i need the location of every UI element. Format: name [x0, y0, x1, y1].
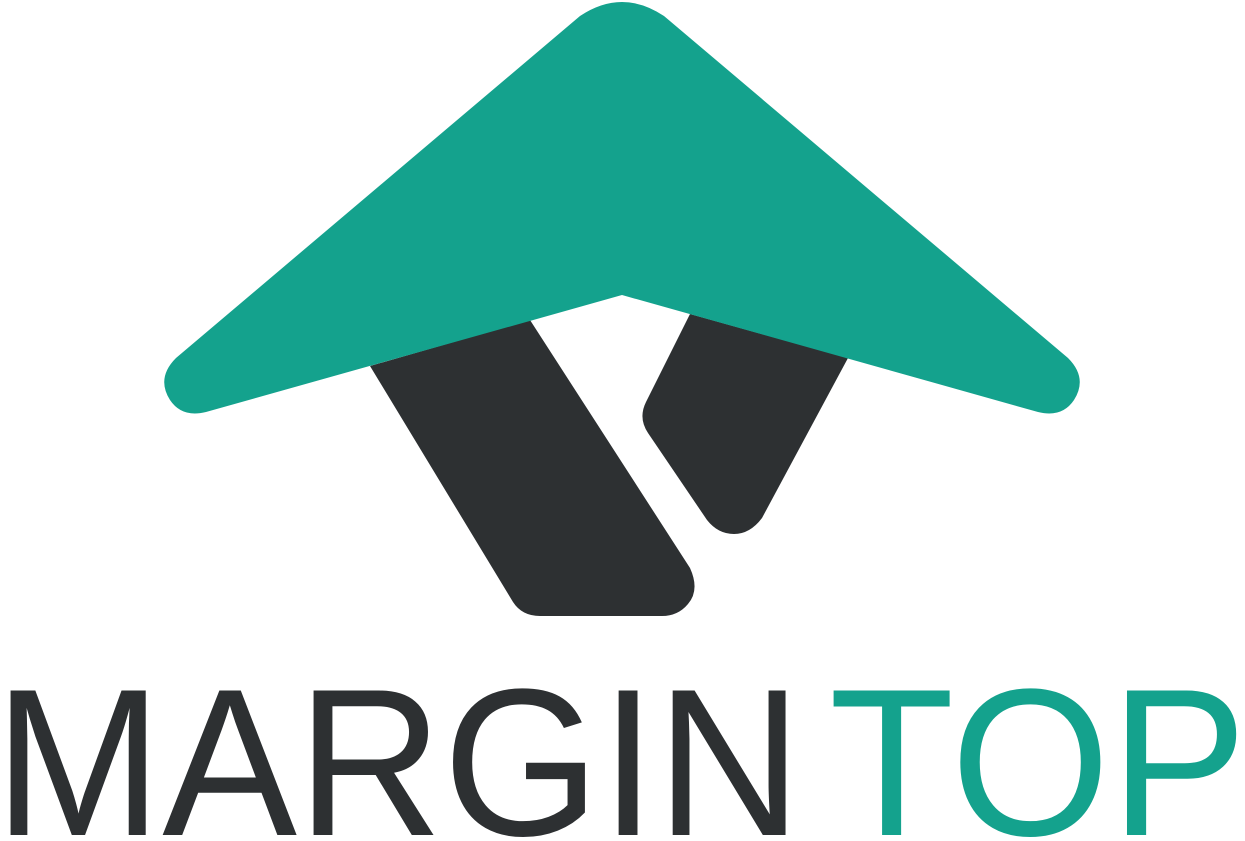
logo-roof — [164, 2, 1080, 414]
logo-right-leg — [642, 314, 848, 534]
logo-left-leg — [370, 320, 695, 616]
wordmark-margin: MARGIN — [0, 682, 802, 841]
wordmark-top: TOP — [829, 682, 1245, 841]
margintop-wordmark: MARGIN TOP — [0, 682, 1245, 841]
margintop-logo-mark — [164, 2, 1080, 616]
